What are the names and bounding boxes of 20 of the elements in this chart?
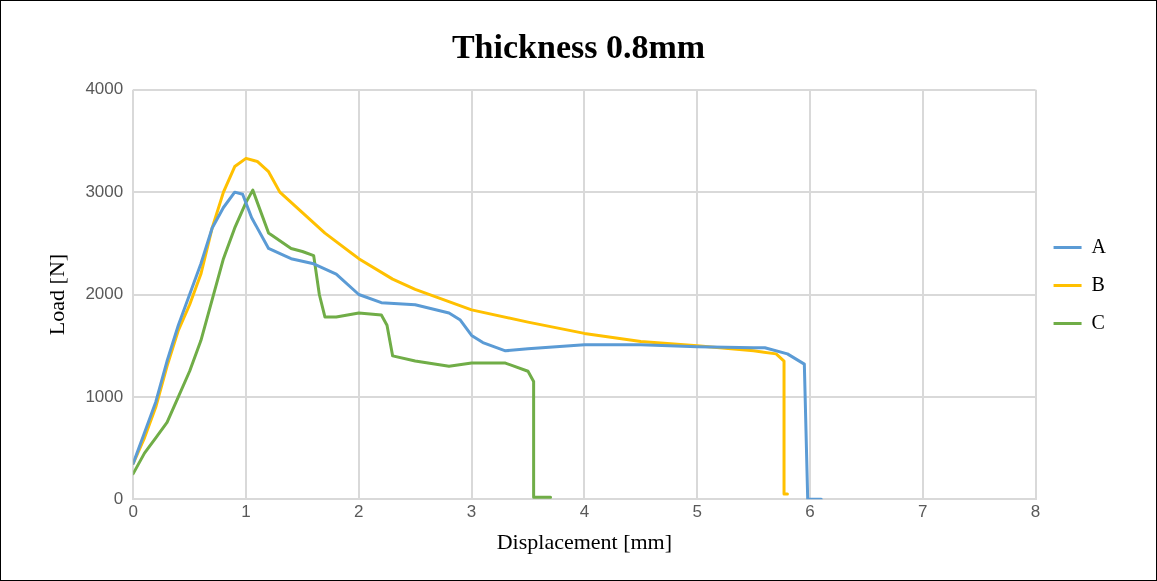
- x-tick-label: 2: [354, 502, 364, 522]
- y-tick-label: 2000: [85, 284, 124, 304]
- x-tick-label: 4: [579, 502, 590, 522]
- x-tick-label: 6: [805, 502, 815, 522]
- legend-label: A: [1091, 234, 1107, 257]
- chart-title: Thickness 0.8mm: [451, 28, 706, 66]
- y-tick-label: 4000: [85, 79, 124, 99]
- x-tick-label: 7: [918, 502, 928, 522]
- legend-label: B: [1091, 272, 1105, 295]
- y-tick-label: 0: [113, 488, 124, 508]
- x-axis-title: Displacement [mm]: [496, 528, 673, 554]
- x-tick-label: 0: [128, 502, 138, 522]
- x-tick-label: 5: [692, 502, 702, 522]
- x-tick-label: 1: [241, 502, 251, 522]
- y-tick-label: 1000: [85, 386, 124, 406]
- x-tick-label: 8: [1030, 502, 1041, 522]
- x-tick-label: 3: [466, 502, 477, 522]
- legend-label: C: [1091, 310, 1105, 333]
- y-axis-title: Load [N]: [43, 253, 69, 336]
- y-tick-label: 3000: [85, 181, 124, 201]
